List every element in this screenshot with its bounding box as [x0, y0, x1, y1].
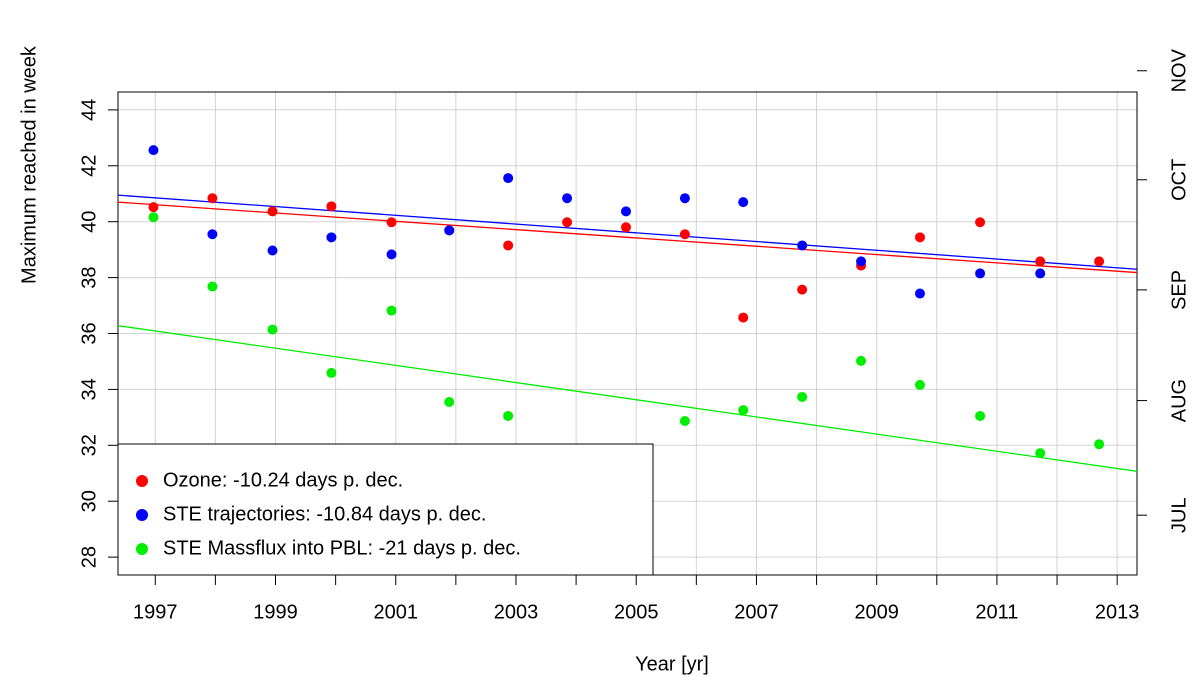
legend-label: STE Massflux into PBL: -21 days p. dec. [163, 537, 521, 559]
point [679, 229, 690, 240]
y-tick-label: 40 [78, 211, 100, 233]
x-tick-label: 2005 [614, 601, 659, 623]
point [267, 206, 278, 217]
x-tick-label: 1999 [253, 601, 298, 623]
point [620, 222, 631, 233]
point [620, 206, 631, 217]
y-tick-label: 44 [78, 99, 100, 121]
point [1094, 439, 1105, 450]
point [679, 193, 690, 204]
y-tick-label: 32 [78, 434, 100, 456]
legend-marker [136, 509, 148, 521]
point [797, 391, 808, 402]
y2-tick-label: AUG [1168, 379, 1190, 422]
point [326, 367, 337, 378]
point [503, 240, 514, 251]
point [386, 217, 397, 228]
y-tick-label: 30 [78, 490, 100, 512]
point [267, 245, 278, 256]
x-tick-label: 2007 [734, 601, 779, 623]
y-tick-label: 38 [78, 266, 100, 288]
x-tick-label: 2001 [373, 601, 418, 623]
point [975, 217, 986, 228]
point [562, 193, 573, 204]
point [856, 355, 867, 366]
point [444, 225, 455, 236]
point [207, 229, 218, 240]
x-tick-label: 1997 [133, 601, 178, 623]
trend-line [117, 325, 1138, 472]
point [326, 232, 337, 243]
y2-tick-label: SEP [1168, 270, 1190, 310]
y2-tick-label: OCT [1168, 159, 1190, 201]
point [207, 193, 218, 204]
point [503, 410, 514, 421]
point [1035, 256, 1046, 267]
point [679, 415, 690, 426]
legend-box [117, 443, 654, 576]
point [148, 212, 159, 223]
point [444, 396, 455, 407]
point [738, 197, 749, 208]
point [797, 240, 808, 251]
x-tick-label: 2013 [1095, 601, 1140, 623]
x-axis-label: Year [yr] [635, 653, 709, 675]
y-tick-label: 36 [78, 322, 100, 344]
y-tick-label: 42 [78, 155, 100, 177]
point [738, 312, 749, 323]
point [914, 379, 925, 390]
point [738, 405, 749, 416]
point [267, 324, 278, 335]
y2-tick-label: NOV [1168, 48, 1190, 92]
x-tick-label: 2009 [854, 601, 899, 623]
point [914, 232, 925, 243]
point [148, 202, 159, 213]
y-tick-label: 34 [78, 378, 100, 400]
point [856, 256, 867, 267]
point [326, 201, 337, 212]
x-tick-label: 2003 [494, 601, 539, 623]
point [975, 268, 986, 279]
y-axis-label: Maximum reached in week [18, 45, 40, 284]
point [386, 305, 397, 316]
point [1035, 448, 1046, 459]
point [562, 217, 573, 228]
point [207, 281, 218, 292]
point [148, 145, 159, 156]
point [386, 249, 397, 260]
point [975, 410, 986, 421]
x-tick-label: 2011 [975, 601, 1018, 623]
point [1035, 268, 1046, 279]
legend: Ozone: -10.24 days p. dec. STE trajectori… [117, 443, 654, 576]
legend-label: Ozone: -10.24 days p. dec. [163, 469, 403, 491]
trend-line [117, 201, 1138, 274]
point [797, 284, 808, 295]
point [914, 288, 925, 299]
y-tick-label: 28 [78, 546, 100, 568]
point [503, 173, 514, 184]
legend-marker [136, 543, 148, 555]
legend-label: STE trajectories: -10.84 days p. dec. [163, 503, 487, 525]
y2-tick-label: JUL [1168, 497, 1190, 533]
legend-marker [136, 475, 148, 487]
trend-line [117, 194, 1138, 270]
point [1094, 256, 1105, 267]
